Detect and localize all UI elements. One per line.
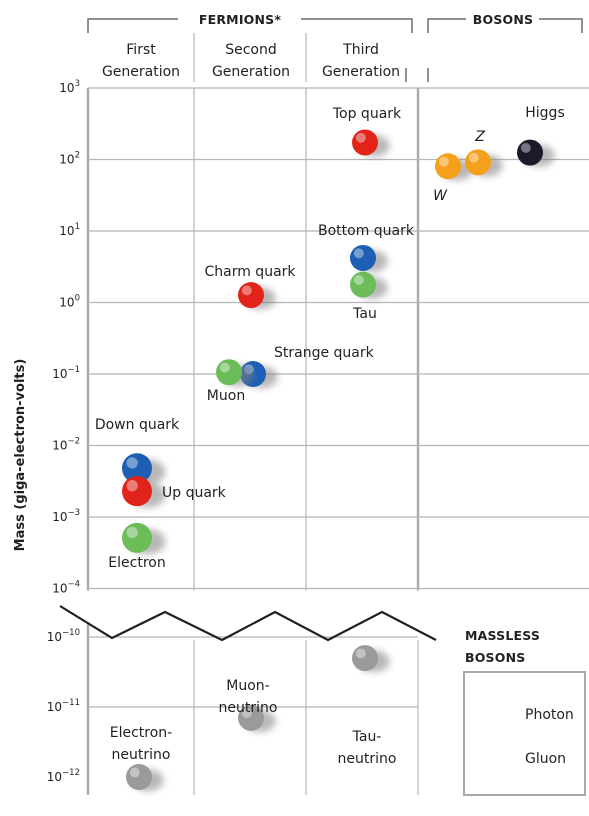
y-tick-label: 10−10 <box>47 628 80 644</box>
ball <box>122 522 152 553</box>
column-label-2: Second <box>225 42 277 58</box>
particle-label-down-quark: Down quark <box>95 417 180 433</box>
particle-label-muon-neutrino: Muon- <box>226 678 269 694</box>
ball-highlight <box>520 142 531 153</box>
particle-tau <box>350 271 388 299</box>
particle-w <box>435 153 473 181</box>
y-axis-label: Mass (giga-electron-volts) <box>13 359 28 552</box>
column-label-1: Generation <box>102 64 180 80</box>
ball-highlight <box>468 152 479 163</box>
ball <box>352 645 378 672</box>
particle-electron-neutrino <box>126 764 164 792</box>
particle-higgs <box>517 139 555 167</box>
y-tick-label: 102 <box>59 151 80 167</box>
axis-break <box>59 605 437 642</box>
ball-highlight <box>126 457 138 469</box>
y-tick-label: 10−4 <box>52 580 80 596</box>
y-tick-label: 10−1 <box>52 365 80 381</box>
particle-label-top-quark: Top quark <box>332 106 402 122</box>
column-label-2: Generation <box>212 64 290 80</box>
particle-label-charm-quark: Charm quark <box>204 264 296 280</box>
ball <box>122 476 152 507</box>
particle-label-z: Z <box>474 129 485 145</box>
bosons-header: BOSONS <box>473 12 533 27</box>
particle-label-tau-neutrino: Tau- <box>352 729 382 745</box>
ball-highlight <box>126 480 138 492</box>
fermions-bracket-right <box>301 18 413 33</box>
particle-bottom-quark <box>350 244 388 273</box>
particle-top-quark <box>352 129 390 157</box>
legend-label-photon: Photon <box>525 707 574 723</box>
particle-label-muon: Muon <box>207 388 245 404</box>
particle-label-w: W <box>433 188 448 204</box>
ball <box>352 129 378 156</box>
bosons-bracket-left <box>427 18 466 33</box>
y-axis: 103 102 101 100 10−1 10−2 10−3 10−4 10−10 10−11 10… <box>13 79 80 784</box>
particle-up-quark <box>122 476 166 508</box>
bosons-bracket-right <box>539 18 583 33</box>
particle-label-strange-quark: Strange quark <box>274 345 375 361</box>
ball <box>517 139 543 166</box>
ball <box>350 244 376 271</box>
ball <box>238 704 264 731</box>
particle-label-tau-neutrino: neutrino <box>338 751 397 767</box>
ball-highlight <box>241 285 252 296</box>
ball <box>465 149 491 176</box>
particle-label-up-quark: Up quark <box>162 485 227 501</box>
fermions-header: FERMIONS* <box>199 12 281 27</box>
ball <box>216 359 242 386</box>
particle-label-bottom-quark: Bottom quark <box>318 223 415 239</box>
column-label-1: First <box>126 42 156 58</box>
ball <box>238 282 264 309</box>
massless-bosons-header: BOSONS <box>465 650 525 665</box>
y-tick-label: 101 <box>59 222 80 238</box>
y-tick-label: 10−11 <box>47 698 80 714</box>
ball <box>350 271 376 298</box>
particle-label-electron-neutrino: neutrino <box>112 747 171 763</box>
y-tick-label: 103 <box>59 79 80 95</box>
particle-label-electron-neutrino: Electron- <box>110 725 172 741</box>
massless-bosons-box <box>463 671 586 796</box>
ball-highlight <box>353 248 364 259</box>
column-label-3: Generation <box>322 64 400 80</box>
particle-charm-quark <box>238 282 276 310</box>
particle-electron <box>122 522 166 555</box>
ball-highlight <box>355 648 366 659</box>
y-tick-label: 10−12 <box>47 768 80 784</box>
column-label-3: Third <box>342 42 379 58</box>
particle-muon <box>216 359 254 387</box>
legend-label-gluon: Gluon <box>525 751 566 767</box>
particle-label-muon-neutrino: neutrino <box>219 700 278 716</box>
ball-highlight <box>241 708 252 719</box>
ball <box>435 153 461 180</box>
fermions-bracket-left <box>87 18 178 33</box>
y-tick-label: 100 <box>59 294 80 310</box>
y-tick-label: 10−2 <box>52 437 80 453</box>
particle-muon-neutrino <box>238 704 276 733</box>
y-tick-label: 10−3 <box>52 508 80 524</box>
ball-highlight <box>353 274 364 285</box>
ball-highlight <box>129 767 140 778</box>
ball <box>126 764 152 790</box>
particle-label-tau: Tau <box>352 306 377 322</box>
particle-tau-neutrino <box>352 645 390 673</box>
ball-highlight <box>219 362 230 373</box>
ball <box>122 453 152 484</box>
ball-highlight <box>126 526 138 539</box>
ball-highlight <box>438 156 449 167</box>
particle-label-electron: Electron <box>108 555 165 571</box>
column-headers: FERMIONS* BOSONS First Generation Second Gene… <box>87 12 583 82</box>
massless-bosons-header: MASSLESS <box>465 628 540 643</box>
massless-bosons-panel: MASSLESS BOSONS Photon Gluon <box>463 628 586 796</box>
ball-highlight <box>355 132 366 143</box>
particle-label-higgs: Higgs <box>525 105 564 121</box>
particle-z <box>465 149 503 177</box>
